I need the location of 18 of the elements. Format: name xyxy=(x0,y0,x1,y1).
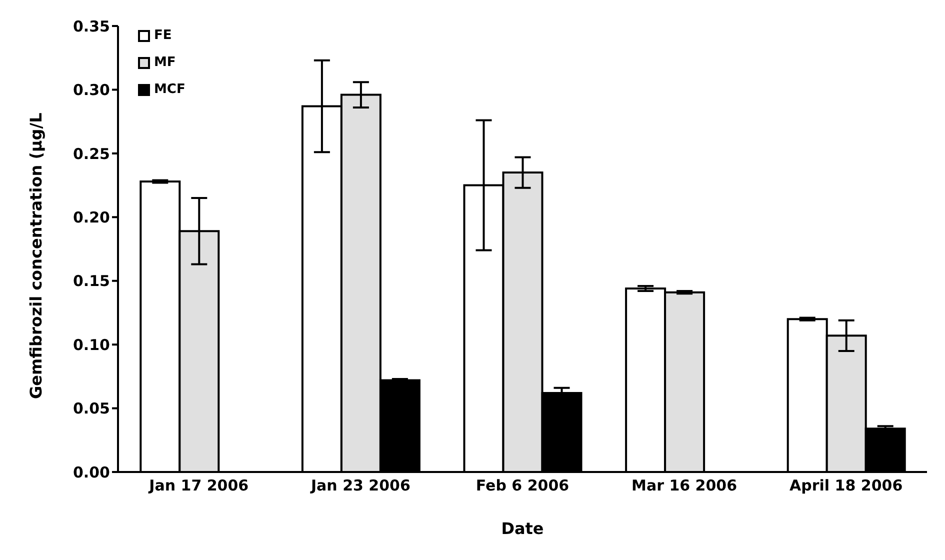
y-tick-label: 0.20 xyxy=(72,208,110,226)
y-axis-title: Gemfibrozil concentration (µg/L xyxy=(26,112,46,399)
x-tick-label: Jan 17 2006 xyxy=(148,476,249,495)
legend-label: MF xyxy=(154,54,176,72)
legend-label: FE xyxy=(154,27,172,45)
x-tick-label: Feb 6 2006 xyxy=(476,476,570,495)
y-tick-label: 0.35 xyxy=(72,17,110,36)
y-tick-label: 0.30 xyxy=(72,81,110,100)
y-tick-label: 0.25 xyxy=(72,144,110,163)
x-axis-title: Date xyxy=(501,519,544,538)
y-tick-label: 0.00 xyxy=(72,463,110,482)
y-tick-label: 0.15 xyxy=(72,272,110,290)
y-tick-label: 0.05 xyxy=(72,400,110,418)
x-tick-label: Jan 23 2006 xyxy=(310,476,410,495)
legend-label: MCF xyxy=(154,81,186,99)
y-tick-label: 0.10 xyxy=(72,336,110,354)
x-tick-label: Mar 16 2006 xyxy=(632,476,738,495)
x-tick-label: April 18 2006 xyxy=(790,476,903,495)
